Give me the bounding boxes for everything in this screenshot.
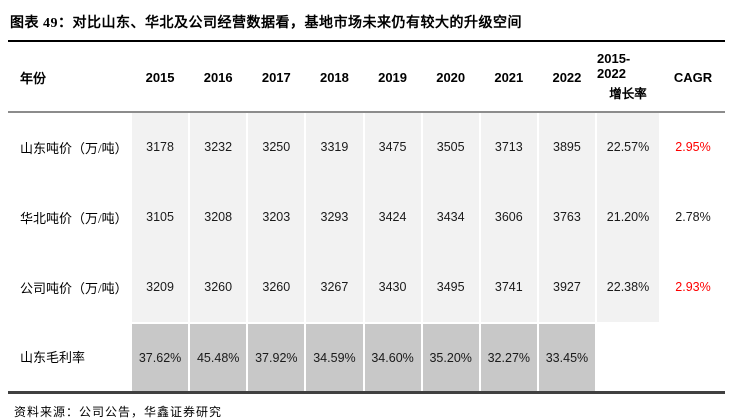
table-bottom-divider: [8, 391, 725, 394]
table-cell: 3203: [248, 182, 305, 252]
column-header-year: 年份: [20, 70, 47, 86]
table-cell: 3713: [480, 112, 537, 182]
table-cell: 3209: [132, 252, 189, 322]
cagr-cell: 2.78%: [675, 210, 711, 224]
table-cell: 3434: [422, 182, 479, 252]
table-cell: 34.59%: [306, 322, 363, 391]
table-cell: 3293: [306, 182, 363, 252]
column-header-2022: 2022: [552, 69, 582, 85]
row-label-shandong-margin: 山东毛利率: [20, 350, 86, 365]
table-cell: 33.45%: [538, 322, 595, 391]
table-cell: 3178: [132, 112, 189, 182]
table-cell: 3763: [538, 182, 595, 252]
table-cell: 3232: [190, 112, 247, 182]
title-divider: [8, 40, 725, 42]
table-cell: 3430: [364, 252, 421, 322]
row-label-shandong-price: 山东吨价（万/吨）: [20, 140, 128, 156]
empty-cell: [661, 322, 725, 391]
table-cell: 3505: [422, 112, 479, 182]
table-cell: 37.62%: [132, 322, 189, 391]
table-cell: 3424: [364, 182, 421, 252]
header-divider: [8, 111, 725, 113]
table-cell: 3267: [306, 252, 363, 322]
growth-cell: 22.38%: [597, 252, 659, 322]
table-cell: 3895: [538, 112, 595, 182]
table-cell: 35.20%: [422, 322, 479, 391]
cagr-cell: 2.95%: [675, 140, 711, 154]
growth-header-range: 2015-2022: [597, 51, 631, 81]
row-label-huabei-price: 华北吨价（万/吨）: [20, 210, 128, 226]
empty-cell: [597, 322, 659, 391]
table-cell: 37.92%: [248, 322, 305, 391]
table-cell: 3208: [190, 182, 247, 252]
table-cell: 3475: [364, 112, 421, 182]
data-table: 年份 2015 2016 2017 2018 2019 2020 2021 20…: [8, 42, 725, 391]
table-cell: 3260: [248, 252, 305, 322]
column-header-2017: 2017: [261, 69, 291, 85]
column-header-2020: 2020: [436, 69, 466, 85]
table-cell: 3927: [538, 252, 595, 322]
column-header-2021: 2021: [494, 69, 524, 85]
table-cell: 34.60%: [364, 322, 421, 391]
source-note: 资料来源：公司公告，华鑫证券研究: [14, 404, 223, 419]
table-cell: 3606: [480, 182, 537, 252]
growth-cell: 21.20%: [597, 182, 659, 252]
column-header-growth: 2015-2022 增长率: [597, 42, 659, 112]
table-cell: 32.27%: [480, 322, 537, 391]
table-cell: 3250: [248, 112, 305, 182]
table-cell: 3741: [480, 252, 537, 322]
table-cell: 3105: [132, 182, 189, 252]
table-cell: 3260: [190, 252, 247, 322]
column-header-2019: 2019: [378, 69, 408, 85]
column-header-2016: 2016: [203, 69, 233, 85]
column-header-2018: 2018: [319, 69, 349, 85]
table-cell: 45.48%: [190, 322, 247, 391]
column-header-cagr: CAGR: [673, 69, 713, 85]
table-cell: 3495: [422, 252, 479, 322]
row-label-company-price: 公司吨价（万/吨）: [20, 280, 128, 296]
growth-cell: 22.57%: [597, 112, 659, 182]
figure-title: 图表 49：对比山东、华北及公司经营数据看，基地市场未来仍有较大的升级空间: [10, 16, 522, 31]
table-cell: 3319: [306, 112, 363, 182]
growth-header-label: 增长率: [609, 86, 647, 101]
column-header-2015: 2015: [145, 69, 175, 85]
cagr-cell: 2.93%: [675, 280, 711, 294]
